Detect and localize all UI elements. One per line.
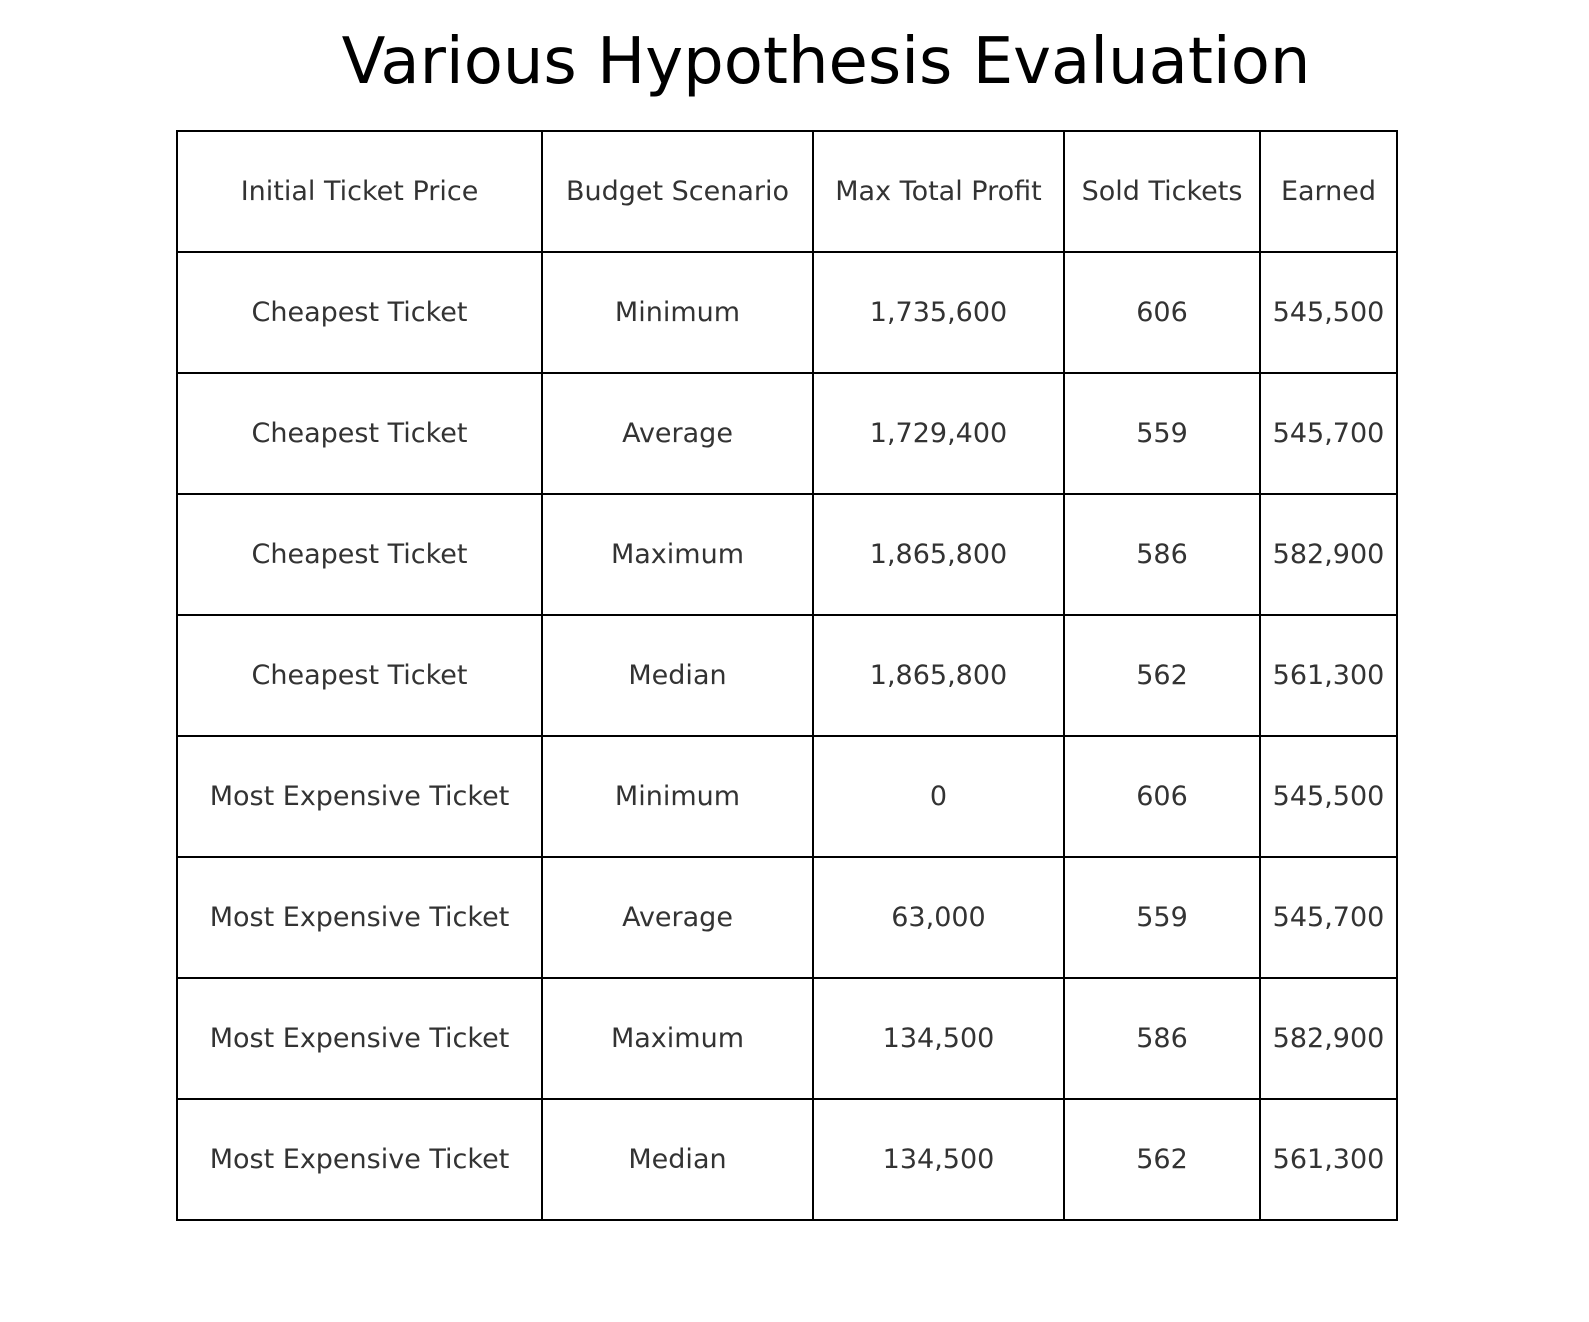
table-cell: Minimum [541, 251, 814, 374]
table-cell: 0 [812, 735, 1065, 858]
table-row: Cheapest Ticket Maximum 1,865,800 586 58… [176, 493, 1398, 616]
table-cell: 1,865,800 [812, 614, 1065, 737]
table-cell: 134,500 [812, 1098, 1065, 1221]
table-cell: 559 [1063, 372, 1261, 495]
table-cell: Cheapest Ticket [176, 614, 543, 737]
table-row: Most Expensive Ticket Minimum 0 606 545,… [176, 735, 1398, 858]
column-header: Initial Ticket Price [176, 130, 543, 253]
table-cell: Average [541, 856, 814, 979]
table-cell: 582,900 [1259, 977, 1398, 1100]
table-row: Most Expensive Ticket Median 134,500 562… [176, 1098, 1398, 1221]
chart-title: Various Hypothesis Evaluation [341, 25, 1311, 99]
table-cell: 545,700 [1259, 372, 1398, 495]
table-cell: 586 [1063, 977, 1261, 1100]
table-cell: Most Expensive Ticket [176, 735, 543, 858]
table-cell: Most Expensive Ticket [176, 856, 543, 979]
table-cell: 586 [1063, 493, 1261, 616]
table-cell: 561,300 [1259, 614, 1398, 737]
table-row: Cheapest Ticket Average 1,729,400 559 54… [176, 372, 1398, 495]
table-cell: Cheapest Ticket [176, 372, 543, 495]
table-cell: Maximum [541, 493, 814, 616]
hypothesis-table: Initial Ticket Price Budget Scenario Max… [176, 130, 1398, 1221]
table-cell: Cheapest Ticket [176, 251, 543, 374]
table-cell: Median [541, 614, 814, 737]
table-cell: Most Expensive Ticket [176, 1098, 543, 1221]
table-cell: 545,500 [1259, 735, 1398, 858]
table-cell: Median [541, 1098, 814, 1221]
table-cell: 63,000 [812, 856, 1065, 979]
table-cell: Average [541, 372, 814, 495]
header-row: Initial Ticket Price Budget Scenario Max… [176, 130, 1398, 253]
column-header: Budget Scenario [541, 130, 814, 253]
table-cell: 545,700 [1259, 856, 1398, 979]
table-cell: Minimum [541, 735, 814, 858]
table-cell: 562 [1063, 1098, 1261, 1221]
table-row: Cheapest Ticket Median 1,865,800 562 561… [176, 614, 1398, 737]
table-cell: 562 [1063, 614, 1261, 737]
column-header: Sold Tickets [1063, 130, 1261, 253]
table-cell: 582,900 [1259, 493, 1398, 616]
table-cell: 1,865,800 [812, 493, 1065, 616]
column-header: Earned [1259, 130, 1398, 253]
table-row: Cheapest Ticket Minimum 1,735,600 606 54… [176, 251, 1398, 374]
table-cell: 545,500 [1259, 251, 1398, 374]
table-cell: 561,300 [1259, 1098, 1398, 1221]
table-cell: 559 [1063, 856, 1261, 979]
table-cell: 1,729,400 [812, 372, 1065, 495]
table-row: Most Expensive Ticket Maximum 134,500 58… [176, 977, 1398, 1100]
table-cell: Most Expensive Ticket [176, 977, 543, 1100]
table-cell: Cheapest Ticket [176, 493, 543, 616]
table-cell: 134,500 [812, 977, 1065, 1100]
column-header: Max Total Profit [812, 130, 1065, 253]
table-cell: 606 [1063, 735, 1261, 858]
table-row: Most Expensive Ticket Average 63,000 559… [176, 856, 1398, 979]
table-cell: 1,735,600 [812, 251, 1065, 374]
table-cell: 606 [1063, 251, 1261, 374]
table-cell: Maximum [541, 977, 814, 1100]
